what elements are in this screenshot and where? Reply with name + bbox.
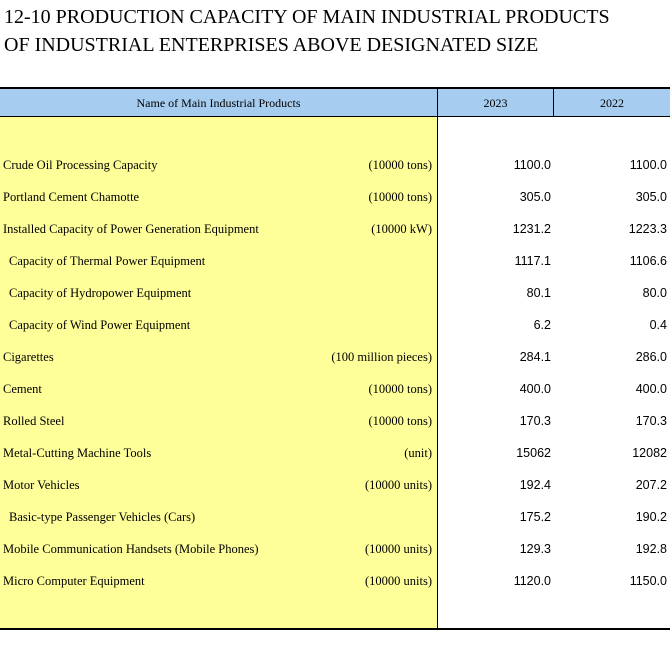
table-row: Capacity of Hydropower Equipment 80.1 80.0 (0, 277, 670, 309)
product-name: Capacity of Hydropower Equipment (9, 286, 192, 300)
value-2023: 6.2 (533, 318, 551, 332)
value-2023: 1100.0 (513, 158, 551, 172)
value-2023: 15062 (516, 446, 551, 460)
value-2022: 305.0 (635, 190, 667, 204)
capacity-table: Name of Main Industrial Products 2023 20… (0, 87, 670, 630)
product-unit: (10000 units) (364, 478, 432, 492)
table-row: Micro Computer Equipment (10000 units) 112… (0, 565, 670, 597)
value-2022: 170.3 (635, 414, 667, 428)
product-name: Rolled Steel (3, 414, 65, 428)
product-unit: (100 million pieces) (331, 350, 432, 364)
product-name: Cigarettes (3, 350, 54, 364)
value-2023: 1231.2 (512, 222, 551, 236)
value-2023: 400.0 (519, 382, 551, 396)
column-divider-1 (437, 87, 438, 628)
product-unit: (10000 tons) (368, 158, 432, 172)
title-line-1: 12-10 PRODUCTION CAPACITY OF MAIN INDUST… (4, 6, 610, 28)
value-2022: 80.0 (642, 286, 667, 300)
product-name: Portland Cement Chamotte (3, 190, 140, 204)
product-name: Basic-type Passenger Vehicles (Cars) (9, 510, 196, 524)
table-row: Motor Vehicles (10000 units) 192.4 207.2 (0, 469, 670, 501)
value-2022: 286.0 (635, 350, 667, 364)
product-name: Motor Vehicles (3, 478, 80, 492)
value-2022: 400.0 (635, 382, 667, 396)
product-unit: (10000 units) (364, 542, 432, 556)
table-row: Installed Capacity of Power Generation E… (0, 213, 670, 245)
header-product-name: Name of Main Industrial Products (136, 96, 301, 110)
product-unit: (10000 units) (364, 574, 432, 588)
table-row: Capacity of Wind Power Equipment 6.2 0.4 (0, 309, 670, 341)
product-name: Installed Capacity of Power Generation E… (3, 222, 259, 236)
table-row: Capacity of Thermal Power Equipment 1117.… (0, 245, 670, 277)
value-2022: 1150.0 (629, 574, 667, 588)
table-row: Cigarettes (100 million pieces) 284.1 286.0 (0, 341, 670, 373)
value-2022: 0.4 (649, 318, 667, 332)
product-unit: (10000 tons) (368, 382, 432, 396)
value-2022: 190.2 (635, 510, 667, 524)
value-2022: 1223.3 (628, 222, 667, 236)
column-divider-2 (553, 87, 554, 117)
product-name-column (0, 117, 437, 628)
table-row: Cement (10000 tons) 400.0 400.0 (0, 373, 670, 405)
value-2023: 284.1 (519, 350, 551, 364)
product-unit: (10000 tons) (368, 190, 432, 204)
table-title: 12-10 PRODUCTION CAPACITY OF MAIN INDUST… (4, 3, 610, 59)
product-name: Capacity of Thermal Power Equipment (9, 254, 206, 268)
table-row: Rolled Steel (10000 tons) 170.3 170.3 (0, 405, 670, 437)
product-name: Capacity of Wind Power Equipment (9, 318, 191, 332)
table-header: Name of Main Industrial Products 2023 20… (0, 87, 670, 117)
product-unit: (10000 kW) (371, 222, 432, 236)
header-year-2023: 2023 (483, 96, 508, 110)
table-row: Basic-type Passenger Vehicles (Cars) 175.… (0, 501, 670, 533)
value-2023: 1117.1 (514, 254, 551, 268)
value-2023: 80.1 (526, 286, 551, 300)
product-name: Crude Oil Processing Capacity (3, 158, 158, 172)
product-name: Micro Computer Equipment (3, 574, 145, 588)
title-line-2: OF INDUSTRIAL ENTERPRISES ABOVE DESIGNAT… (4, 34, 539, 56)
value-2022: 1106.6 (629, 254, 667, 268)
table-row: Portland Cement Chamotte (10000 tons) 305.… (0, 181, 670, 213)
value-2023: 192.4 (519, 478, 551, 492)
value-2022: 1100.0 (629, 158, 667, 172)
value-2022: 12082 (632, 446, 667, 460)
table-row: Mobile Communication Handsets (Mobile Ph… (0, 533, 670, 565)
table-bottom-rule (0, 628, 670, 630)
header-year-2022: 2022 (600, 96, 624, 110)
product-unit: (unit) (404, 446, 432, 460)
value-2023: 129.3 (519, 542, 551, 556)
product-unit: (10000 tons) (368, 414, 432, 428)
product-name: Metal-Cutting Machine Tools (3, 446, 152, 460)
value-2023: 175.2 (519, 510, 551, 524)
value-2023: 170.3 (519, 414, 551, 428)
value-2023: 1120.0 (513, 574, 551, 588)
table-row: Crude Oil Processing Capacity (10000 tons… (0, 149, 670, 181)
product-name: Mobile Communication Handsets (Mobile Ph… (3, 542, 259, 556)
product-name: Cement (3, 382, 42, 396)
value-2022: 207.2 (635, 478, 667, 492)
value-2022: 192.8 (635, 542, 667, 556)
table-row: Metal-Cutting Machine Tools (unit) 15062 12… (0, 437, 670, 469)
value-2023: 305.0 (519, 190, 551, 204)
